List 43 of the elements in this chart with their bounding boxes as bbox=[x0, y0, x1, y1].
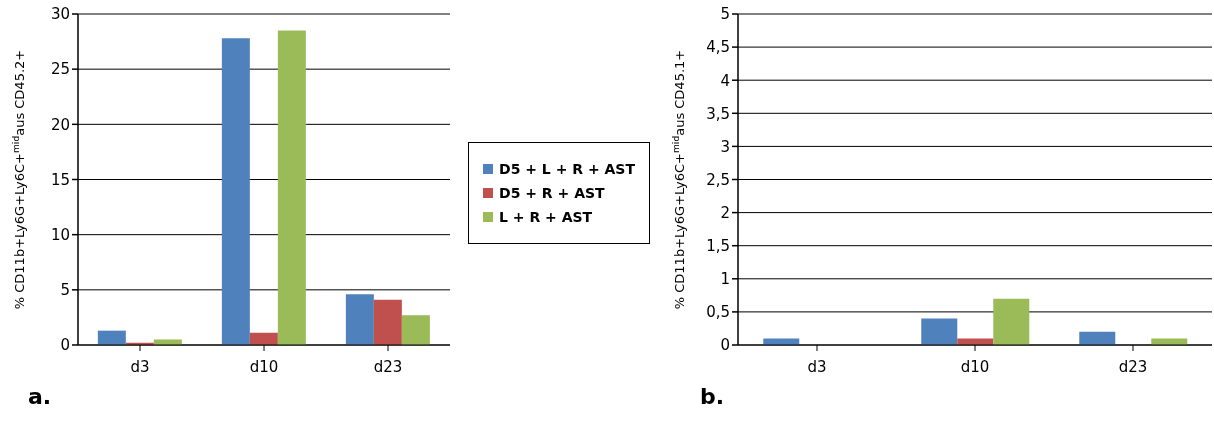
x-tick-label: d23 bbox=[1118, 357, 1148, 376]
bar bbox=[993, 298, 1030, 345]
legend-label: D5 + L + R + AST bbox=[499, 160, 635, 177]
bar bbox=[153, 339, 182, 345]
y-tick-label: 10 bbox=[50, 225, 70, 244]
bar bbox=[345, 294, 374, 345]
y-tick-label: 0 bbox=[720, 336, 730, 355]
y-tick-label: 1,5 bbox=[706, 237, 730, 256]
x-tick-label: d3 bbox=[807, 357, 827, 376]
x-tick-label: d23 bbox=[373, 357, 403, 376]
bar bbox=[373, 299, 402, 345]
x-tick-label: d3 bbox=[130, 357, 150, 376]
y-tick-label: 25 bbox=[50, 60, 70, 79]
text: b. bbox=[700, 384, 725, 409]
y-tick-label: 4,5 bbox=[706, 38, 730, 57]
text: a. bbox=[28, 384, 52, 409]
y-tick-label: 3,5 bbox=[706, 104, 730, 123]
y-tick-label: 5 bbox=[720, 5, 730, 24]
bar bbox=[1151, 338, 1188, 345]
y-tick-label: 0,5 bbox=[706, 303, 730, 322]
y-tick-label: 1 bbox=[720, 270, 730, 289]
y-tick-label: 30 bbox=[50, 5, 70, 24]
y-tick-label: 2 bbox=[720, 203, 730, 222]
bar bbox=[221, 38, 250, 345]
bar bbox=[763, 338, 800, 345]
bar bbox=[277, 30, 306, 345]
x-tick-label: d10 bbox=[249, 357, 279, 376]
y-tick-label: 4 bbox=[720, 71, 730, 90]
y-tick-label: 20 bbox=[50, 115, 70, 134]
bar bbox=[921, 318, 958, 345]
bar bbox=[97, 330, 126, 345]
y-tick-label: 0 bbox=[60, 336, 70, 355]
y-tick-label: 2,5 bbox=[706, 170, 730, 189]
legend-label: L + R + AST bbox=[499, 208, 593, 225]
bar bbox=[957, 338, 994, 345]
y-tick-label: 3 bbox=[720, 137, 730, 156]
x-tick-label: d10 bbox=[960, 357, 990, 376]
bar bbox=[401, 315, 430, 345]
bar bbox=[249, 332, 278, 345]
legend-label: D5 + R + AST bbox=[499, 184, 605, 201]
bar bbox=[1079, 331, 1116, 345]
y-tick-label: 5 bbox=[60, 281, 70, 300]
y-tick-label: 15 bbox=[50, 170, 70, 189]
